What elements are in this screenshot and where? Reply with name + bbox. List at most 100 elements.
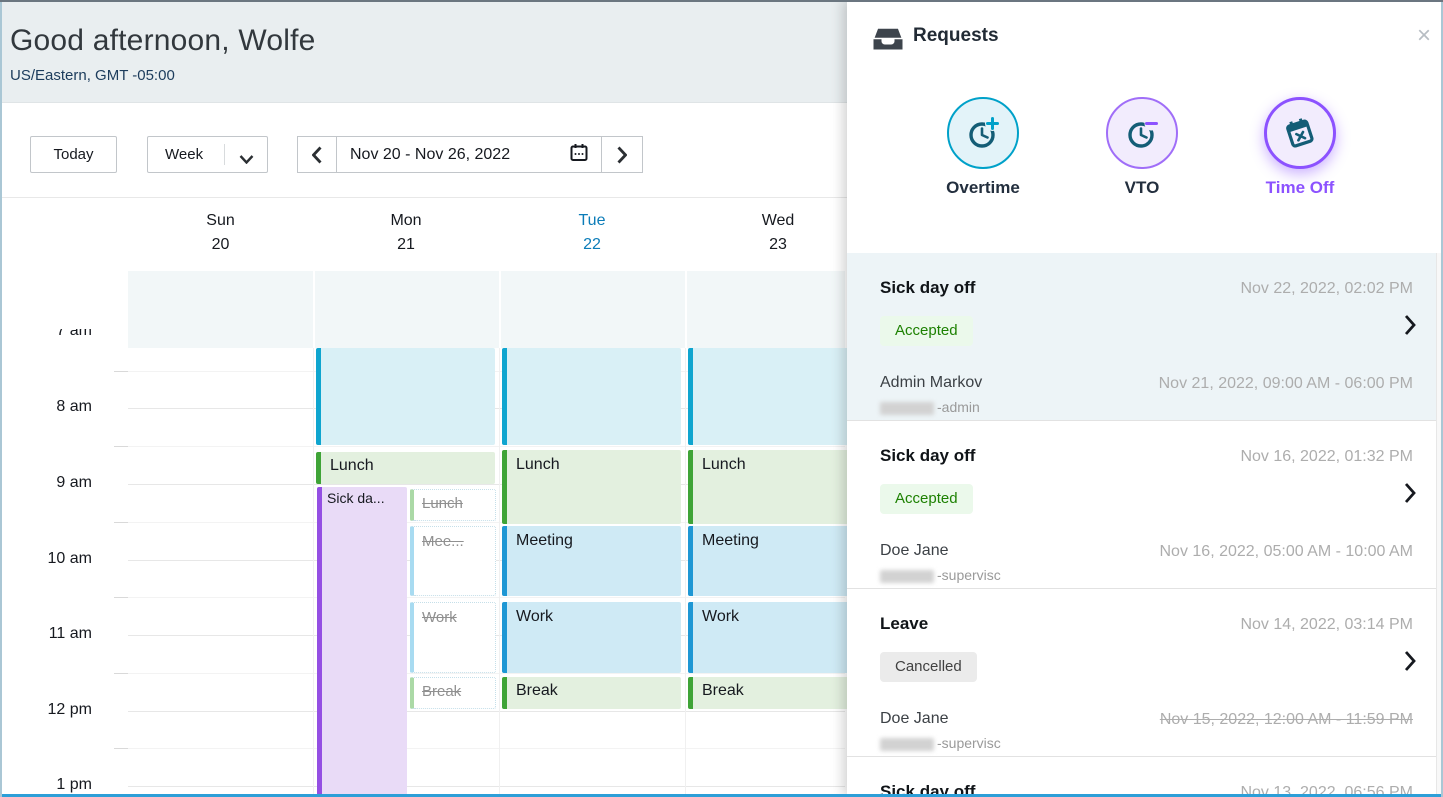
requester-login: -admin <box>880 399 980 415</box>
overtime-label: Overtime <box>946 178 1020 197</box>
column-gap <box>685 271 687 348</box>
next-week-button[interactable] <box>601 136 643 173</box>
event-break-tue[interactable]: Break <box>502 677 681 709</box>
event-lunch-tue[interactable]: Lunch <box>502 450 681 524</box>
gutter-tick <box>114 446 128 447</box>
chevron-right-icon[interactable] <box>1404 314 1416 341</box>
request-item[interactable]: Leave Nov 14, 2022, 03:14 PM Cancelled D… <box>847 589 1443 757</box>
calendar-x-icon <box>1286 118 1314 148</box>
day-header-wed: Wed 23 <box>685 209 871 263</box>
time-off-label: Time Off <box>1265 178 1335 197</box>
event-sick-day-mon[interactable]: Sick da... <box>317 487 407 797</box>
close-icon[interactable]: × <box>1416 22 1431 49</box>
vto-circle <box>1106 97 1178 169</box>
clock-plus-icon <box>969 116 1000 148</box>
day-header-sun: Sun 20 <box>128 209 313 263</box>
chevron-right-icon[interactable] <box>1404 650 1416 677</box>
request-item[interactable]: Sick day off Nov 16, 2022, 01:32 PM Acce… <box>847 421 1443 589</box>
page-header: Good afternoon, Wolfe US/Eastern, GMT -0… <box>0 0 847 103</box>
half-hour-line <box>128 446 845 447</box>
column-line <box>499 348 500 797</box>
chevron-right-icon[interactable] <box>1404 482 1416 509</box>
event-work-wed[interactable]: Work <box>688 602 867 673</box>
request-title: Sick day off <box>880 446 976 465</box>
hour-label-1pm: 1 pm <box>56 776 92 793</box>
request-title: Leave <box>880 614 929 633</box>
half-hour-line <box>128 748 845 749</box>
request-title: Sick day off <box>880 782 976 797</box>
event-break-cancelled-mon[interactable]: Break <box>410 677 496 709</box>
request-date-range: Nov 15, 2022, 12:00 AM - 11:59 PM <box>1159 711 1413 728</box>
status-badge: Accepted <box>880 316 973 346</box>
event-break-wed[interactable]: Break <box>688 677 867 709</box>
day-name: Tue <box>578 212 606 229</box>
requester-login: -supervisc <box>880 567 1001 583</box>
hour-line <box>128 711 845 712</box>
request-title: Sick day off <box>880 278 976 297</box>
event-shift-wed[interactable] <box>688 348 867 445</box>
column-gap <box>313 271 315 348</box>
gutter-tick <box>114 597 128 598</box>
request-date-range: Nov 16, 2022, 05:00 AM - 10:00 AM <box>1159 543 1414 560</box>
request-submitted-time: Nov 14, 2022, 03:14 PM <box>1240 616 1413 633</box>
event-lunch-mon[interactable]: Lunch <box>316 452 495 484</box>
event-shift-tue[interactable] <box>502 348 681 445</box>
requests-panel: Requests × Overtime <box>847 0 1443 797</box>
event-shift-mon[interactable] <box>316 348 495 445</box>
event-meeting-tue[interactable]: Meeting <box>502 526 681 596</box>
gutter-tick <box>114 673 128 674</box>
gutter-tick <box>114 371 128 372</box>
hour-label-11am: 11 am <box>48 625 92 642</box>
day-number: 21 <box>397 236 415 253</box>
divider <box>224 144 225 165</box>
column-line <box>313 348 314 797</box>
event-lunch-wed[interactable]: Lunch <box>688 450 867 524</box>
day-name: Sun <box>206 212 235 229</box>
event-work-cancelled-mon[interactable]: Work <box>410 602 496 673</box>
requests-title: Requests <box>913 25 999 46</box>
day-header-mon: Mon 21 <box>313 209 499 263</box>
chevron-right-icon <box>617 146 627 163</box>
status-badge: Cancelled <box>880 652 977 682</box>
hour-line <box>128 484 845 485</box>
event-meeting-cancelled-mon[interactable]: Mee... <box>410 526 496 596</box>
event-lunch-cancelled-mon[interactable]: Lunch <box>410 489 496 521</box>
hour-label-7am: 7 am <box>56 329 92 339</box>
chevron-down-icon <box>239 151 254 168</box>
early-hours-band <box>128 271 845 348</box>
vto-label: VTO <box>1124 178 1160 197</box>
time-off-circle <box>1264 97 1336 169</box>
overtime-action[interactable]: Overtime <box>913 97 1053 198</box>
view-select[interactable]: Week <box>147 136 268 173</box>
today-button[interactable]: Today <box>30 136 117 173</box>
request-submitted-time: Nov 13, 2022, 06:56 PM <box>1240 784 1413 797</box>
day-number: 20 <box>211 236 230 253</box>
vto-action[interactable]: VTO <box>1072 97 1212 198</box>
event-work-tue[interactable]: Work <box>502 602 681 673</box>
hour-line <box>128 786 845 787</box>
timezone-label: US/Eastern, GMT -05:00 <box>10 67 175 84</box>
hour-label-10am: 10 am <box>47 550 92 567</box>
hour-label-9am: 9 am <box>56 474 92 491</box>
day-name: Wed <box>761 212 795 229</box>
day-number: 23 <box>769 236 787 253</box>
hour-label-12pm: 12 pm <box>47 701 92 718</box>
day-header-tue-active: Tue 22 <box>499 209 685 263</box>
today-button-label: Today <box>53 146 94 163</box>
date-navigation: Nov 20 - Nov 26, 2022 <box>297 136 643 173</box>
scrollbar[interactable] <box>1436 253 1443 797</box>
event-meeting-wed[interactable]: Meeting <box>688 526 867 596</box>
date-range-picker[interactable]: Nov 20 - Nov 26, 2022 <box>337 136 601 173</box>
request-item[interactable]: Sick day off Nov 22, 2022, 02:02 PM Acce… <box>847 253 1443 421</box>
half-hour-line <box>128 522 845 523</box>
gutter-tick <box>114 748 128 749</box>
date-range-value: Nov 20 - Nov 26, 2022 <box>350 145 511 163</box>
request-item[interactable]: Sick day off Nov 13, 2022, 06:56 PM <box>847 757 1443 797</box>
requester-login: -supervisc <box>880 735 1001 751</box>
half-hour-line <box>128 673 845 674</box>
time-off-action[interactable]: Time Off <box>1230 97 1370 198</box>
column-line <box>685 348 686 797</box>
prev-week-button[interactable] <box>297 136 337 173</box>
redacted-text <box>880 569 934 583</box>
overtime-circle <box>947 97 1019 169</box>
